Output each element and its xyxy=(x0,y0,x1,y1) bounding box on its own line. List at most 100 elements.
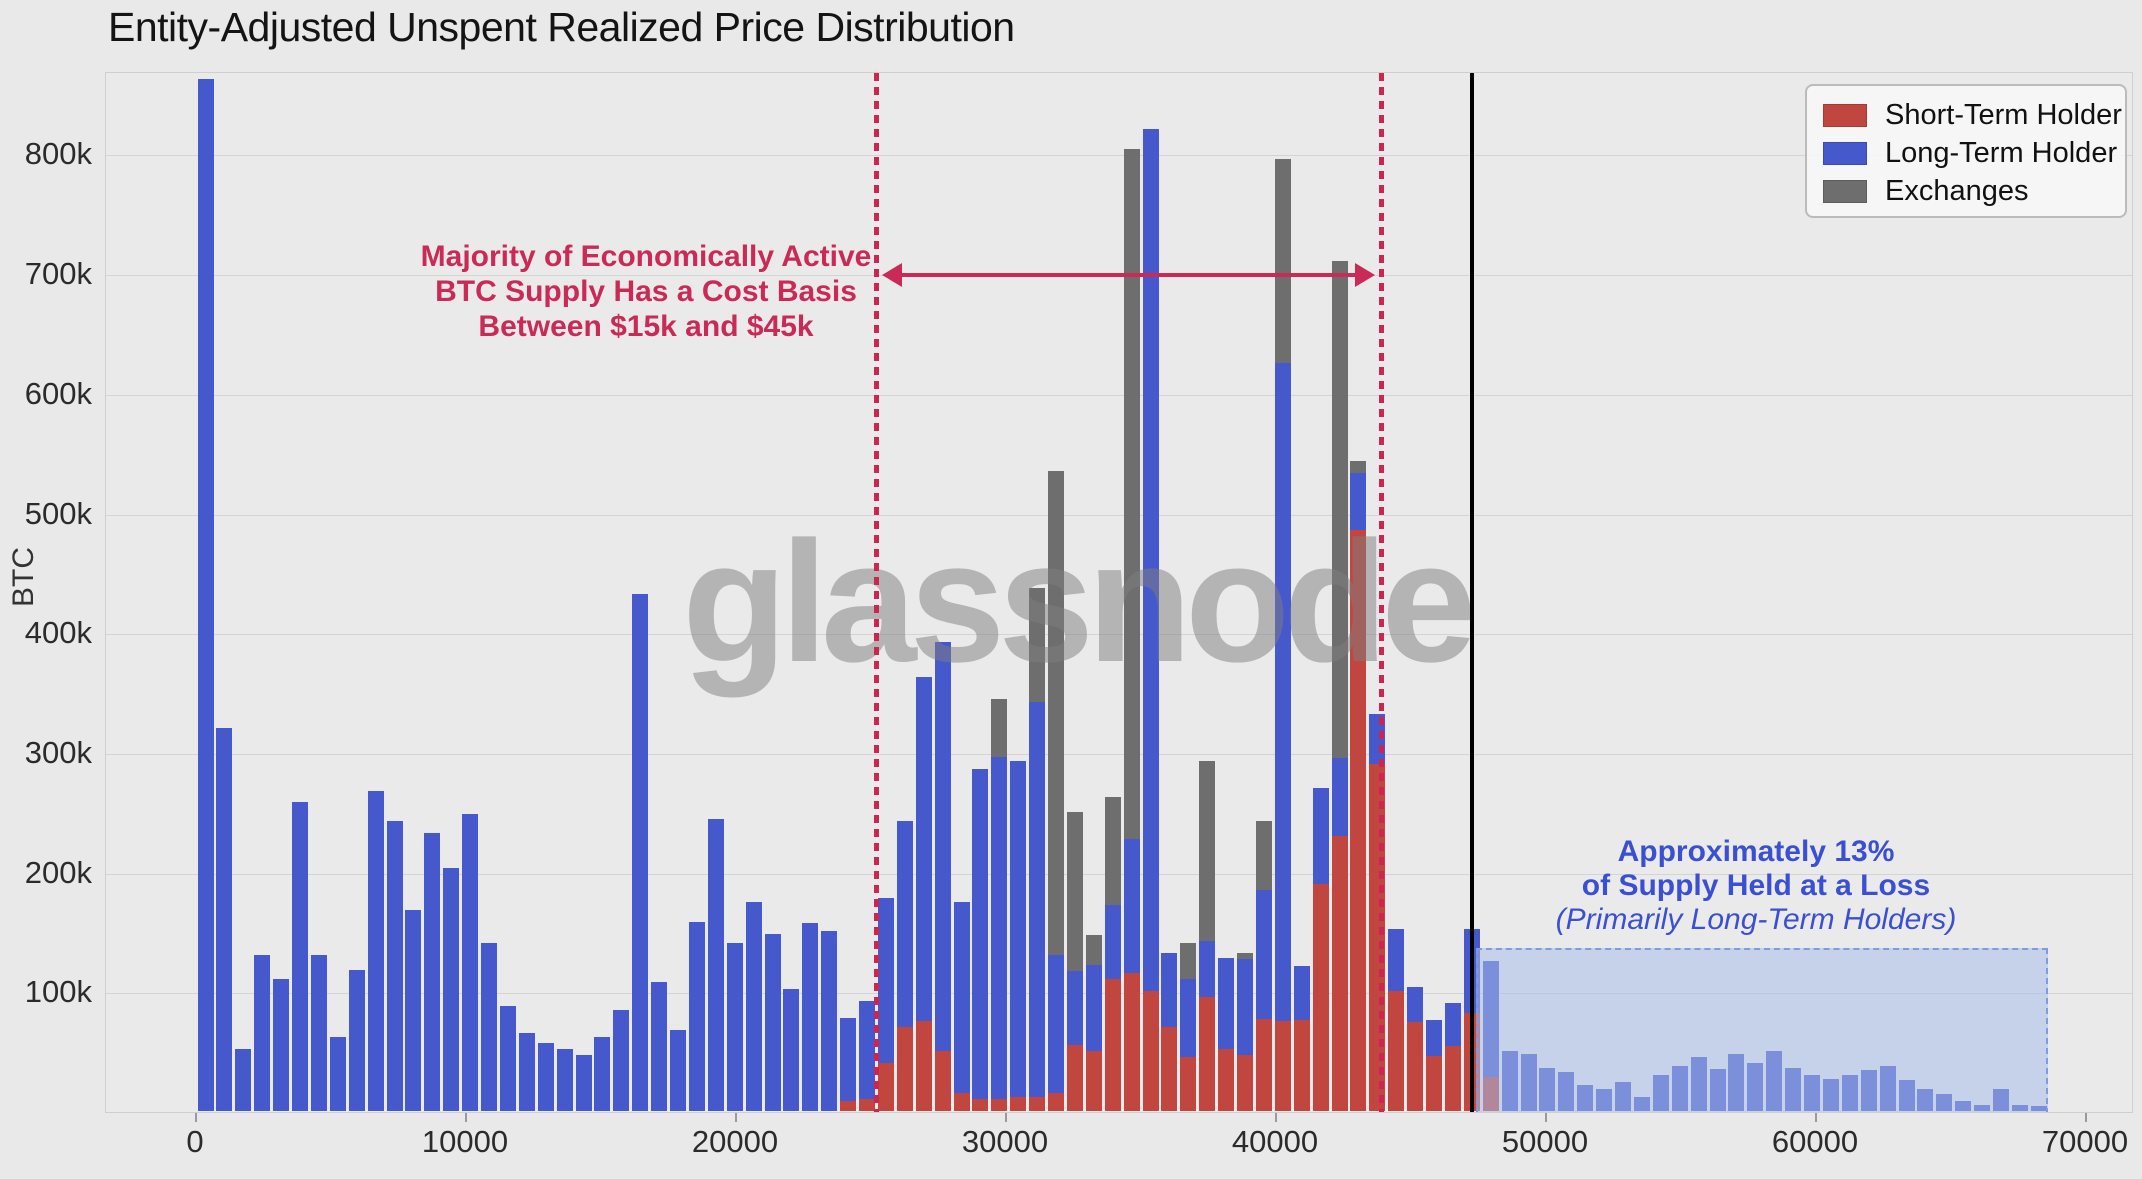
bar-segment-short_term_holder xyxy=(1085,1051,1102,1111)
y-gridline xyxy=(106,155,2132,157)
y-gridline xyxy=(106,634,2132,636)
bar-segment-exchanges xyxy=(1350,461,1367,473)
y-gridline xyxy=(106,514,2132,516)
bar-segment-long_term_holder xyxy=(1237,959,1253,1055)
bar-segment-exchanges xyxy=(1123,148,1140,840)
bar-segment-short_term_holder xyxy=(1388,991,1405,1111)
range-line-right xyxy=(1379,73,1385,1112)
bar-segment-long_term_holder xyxy=(783,988,800,1111)
bar-segment-short_term_holder xyxy=(859,1099,875,1111)
bar-segment-long_term_holder xyxy=(991,756,1008,1100)
legend-label: Long-Term Holder xyxy=(1885,136,2118,169)
y-tick-label: 300k xyxy=(24,734,92,770)
x-tick-mark xyxy=(1275,1113,1277,1122)
bar-segment-long_term_holder xyxy=(670,1029,686,1111)
y-tick-label: 200k xyxy=(24,854,92,890)
legend-item-long-term-holder: Long-Term Holder xyxy=(1823,134,2125,172)
y-tick-label: 600k xyxy=(24,375,92,411)
bar-segment-long_term_holder xyxy=(1048,955,1064,1094)
bar-segment-short_term_holder xyxy=(1180,1057,1197,1111)
range-line-left xyxy=(874,73,880,1112)
loss-region-box xyxy=(1475,947,2049,1112)
bar-segment-long_term_holder xyxy=(840,1017,857,1102)
bar-segment-exchanges xyxy=(1237,953,1253,959)
x-tick-label: 0 xyxy=(186,1124,204,1159)
bar-segment-short_term_holder xyxy=(953,1093,970,1111)
bar-segment-short_term_holder xyxy=(1199,997,1216,1111)
bar-segment-long_term_holder xyxy=(424,833,441,1111)
bar-segment-exchanges xyxy=(1180,943,1197,980)
bar-segment-exchanges xyxy=(1331,261,1348,758)
bar-segment-short_term_holder xyxy=(877,1063,894,1111)
x-tick-mark xyxy=(2085,1113,2087,1122)
bar-segment-short_term_holder xyxy=(1048,1093,1064,1111)
bar-segment-long_term_holder xyxy=(1444,1003,1461,1047)
range-annotation-line: Between $15k and $45k xyxy=(478,310,814,343)
bar-segment-long_term_holder xyxy=(802,923,819,1111)
bar-segment-long_term_holder xyxy=(197,79,214,1111)
bar-segment-short_term_holder xyxy=(1010,1096,1027,1111)
bar-segment-long_term_holder xyxy=(499,1005,516,1111)
bar-segment-long_term_holder xyxy=(575,1054,592,1111)
short-term-holder-swatch-icon xyxy=(1823,103,1867,127)
bar-segment-long_term_holder xyxy=(1293,966,1310,1021)
bar-segment-short_term_holder xyxy=(1255,1018,1272,1111)
x-tick-label: 40000 xyxy=(1231,1124,1319,1159)
exchanges-swatch-icon xyxy=(1823,179,1867,203)
x-tick-mark xyxy=(735,1113,737,1122)
loss-annotation-line: (Primarily Long-Term Holders) xyxy=(1555,903,1957,936)
bar-segment-exchanges xyxy=(1085,935,1102,965)
x-tick-mark xyxy=(1815,1113,1817,1122)
bar-segment-long_term_holder xyxy=(745,901,762,1111)
chart-title: Entity-Adjusted Unspent Realized Price D… xyxy=(108,4,1015,50)
bar-segment-long_term_holder xyxy=(1218,957,1235,1049)
y-tick-label: 400k xyxy=(24,615,92,651)
legend-item-short-term-holder: Short-Term Holder xyxy=(1823,96,2125,134)
range-arrow xyxy=(882,263,1376,288)
bar-segment-long_term_holder xyxy=(877,897,894,1064)
bar-segment-long_term_holder xyxy=(1142,129,1159,992)
bar-segment-long_term_holder xyxy=(1255,889,1272,1019)
bar-segment-long_term_holder xyxy=(764,933,781,1111)
range-annotation: Majority of Economically Active BTC Supp… xyxy=(406,239,886,344)
bar-segment-exchanges xyxy=(1104,797,1121,906)
loss-annotation: Approximately 13% of Supply Held at a Lo… xyxy=(1516,835,1996,937)
bar-segment-short_term_holder xyxy=(1293,1020,1310,1111)
bar-segment-short_term_holder xyxy=(1274,1021,1291,1111)
bar-segment-short_term_holder xyxy=(1237,1054,1253,1111)
bar-segment-long_term_holder xyxy=(518,1033,535,1111)
x-tick-label: 20000 xyxy=(691,1124,779,1159)
y-gridline xyxy=(106,753,2132,755)
y-tick-label: 800k xyxy=(24,136,92,172)
bar-segment-long_term_holder xyxy=(1066,970,1083,1046)
bar-segment-long_term_holder xyxy=(443,868,460,1111)
bar-segment-exchanges xyxy=(1255,821,1272,890)
bar-segment-long_term_holder xyxy=(1104,905,1121,980)
bar-segment-short_term_holder xyxy=(1218,1048,1235,1111)
bar-segment-long_term_holder xyxy=(651,981,668,1111)
bar-segment-exchanges xyxy=(1199,761,1216,942)
x-tick-label: 70000 xyxy=(2041,1124,2129,1159)
bar-segment-long_term_holder xyxy=(934,641,951,1052)
plot-area: glassnode Majority of Economically Activ… xyxy=(105,72,2133,1113)
bar-segment-long_term_holder xyxy=(632,593,649,1111)
bar-segment-short_term_holder xyxy=(1142,991,1159,1111)
bar-segment-long_term_holder xyxy=(1388,929,1405,992)
bar-segment-long_term_holder xyxy=(821,931,838,1111)
bar-segment-long_term_holder xyxy=(1312,787,1329,884)
bar-segment-short_term_holder xyxy=(1161,1027,1178,1111)
bar-segment-long_term_holder xyxy=(405,909,422,1111)
bar-segment-long_term_holder xyxy=(556,1048,573,1111)
legend: Short-Term Holder Long-Term Holder Excha… xyxy=(1805,84,2127,218)
bar-segment-exchanges xyxy=(1066,811,1083,971)
bar-segment-long_term_holder xyxy=(613,1010,630,1111)
range-annotation-line: Majority of Economically Active xyxy=(420,240,872,273)
legend-label: Exchanges xyxy=(1885,174,2029,207)
watermark: glassnode xyxy=(682,506,1477,698)
bar-segment-exchanges xyxy=(1029,587,1046,702)
bar-segment-short_term_holder xyxy=(1029,1096,1046,1111)
bar-segment-short_term_holder xyxy=(1350,530,1367,1111)
x-tick-mark xyxy=(195,1113,197,1122)
bar-segment-short_term_holder xyxy=(991,1099,1008,1111)
bar-segment-short_term_holder xyxy=(896,1027,913,1111)
